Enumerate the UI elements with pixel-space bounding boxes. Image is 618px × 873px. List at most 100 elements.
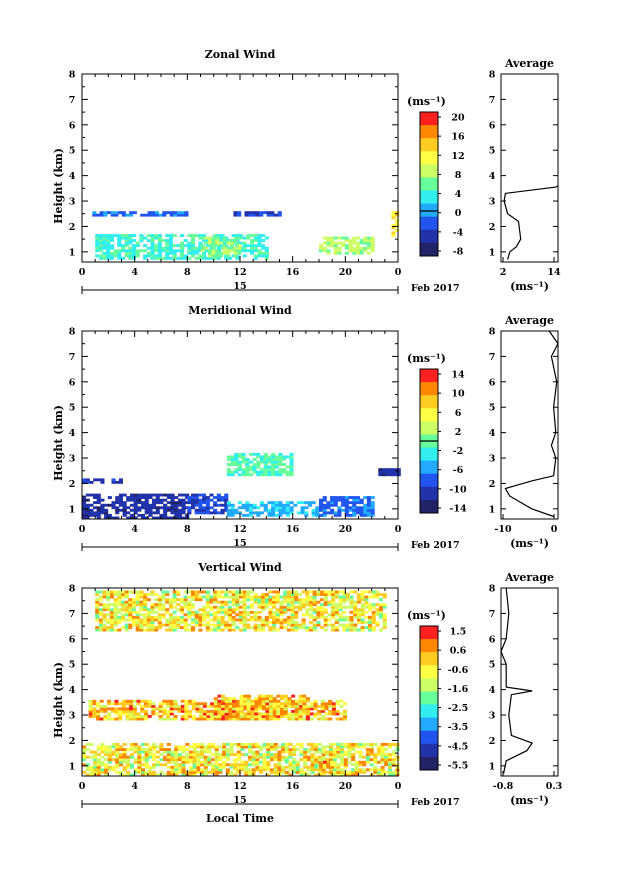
heatmap-cell <box>388 753 393 756</box>
heatmap-cell <box>326 763 331 767</box>
heatmap-cell <box>393 468 398 472</box>
heatmap-cell <box>305 598 310 602</box>
avg-y-tick-label: 3 <box>489 711 496 722</box>
heatmap-cell <box>243 702 248 706</box>
heatmap-cell <box>228 697 233 701</box>
heatmap-cell <box>82 513 87 517</box>
heatmap-cell <box>275 593 280 596</box>
heatmap-cell <box>133 498 138 502</box>
heatmap-cell <box>337 506 342 510</box>
heatmap-cell <box>226 463 231 466</box>
heatmap-cell <box>172 254 177 258</box>
heatmap-cell <box>220 605 225 609</box>
heatmap-cell <box>128 626 133 629</box>
heatmap-cell <box>198 628 203 632</box>
heatmap-cell <box>222 748 227 751</box>
heatmap-cell <box>177 748 182 751</box>
heatmap-cell <box>150 608 155 612</box>
heatmap-cell <box>109 593 114 596</box>
heatmap-cell <box>286 595 291 599</box>
heatmap-cell <box>205 590 210 594</box>
heatmap-cell <box>380 750 385 754</box>
heatmap-cell <box>289 465 294 469</box>
heatmap-cell <box>304 513 309 517</box>
heatmap-cell <box>132 715 137 718</box>
heatmap-cell <box>217 707 222 711</box>
heatmap-cell <box>121 256 126 260</box>
heatmap-cell <box>146 626 151 629</box>
heatmap-cell <box>184 707 189 711</box>
heatmap-cell <box>353 600 358 604</box>
heatmap-cell <box>320 626 325 629</box>
heatmap-cell <box>204 241 209 245</box>
heatmap-cell <box>359 513 364 517</box>
heatmap-cell <box>298 697 303 701</box>
heatmap-cell <box>218 770 223 774</box>
heatmap-cell <box>103 709 108 713</box>
heatmap-cell <box>184 715 189 718</box>
heatmap-cell <box>276 694 281 698</box>
heatmap-cell <box>228 699 233 703</box>
heatmap-cell <box>207 236 212 240</box>
heatmap-cell <box>305 628 310 632</box>
heatmap-cell <box>279 621 284 624</box>
heatmap-cell <box>172 249 177 253</box>
heatmap-cell <box>264 598 269 602</box>
heatmap-cell <box>141 501 146 505</box>
heatmap-cell <box>273 763 278 767</box>
heatmap-cell <box>292 758 297 762</box>
heatmap-cell <box>200 745 205 749</box>
heatmap-cell <box>233 768 238 772</box>
heatmap-cell <box>396 473 401 477</box>
heatmap-cell <box>284 712 289 716</box>
heatmap-cell <box>144 753 149 756</box>
heatmap-cell <box>202 234 207 237</box>
heatmap-cell <box>278 501 283 505</box>
heatmap-cell <box>102 241 107 245</box>
heatmap-cell <box>150 254 155 258</box>
avg-x-tick-label: -10 <box>494 524 512 535</box>
heatmap-cell <box>221 694 226 698</box>
heatmap-cell <box>85 763 90 767</box>
heatmap-cell <box>96 709 101 713</box>
heatmap-cell <box>107 768 112 772</box>
heatmap-cell <box>255 213 260 217</box>
heatmap-cell <box>213 707 218 711</box>
heatmap-cell <box>252 452 257 456</box>
heatmap-cell <box>370 246 375 250</box>
heatmap-cell <box>267 458 272 461</box>
heatmap-cell <box>224 697 229 701</box>
heatmap-cell <box>262 755 267 759</box>
heatmap-cell <box>102 623 107 627</box>
heatmap-cell <box>133 493 138 497</box>
heatmap-cell <box>133 511 138 515</box>
heatmap-cell <box>323 593 328 596</box>
heatmap-cell <box>287 697 292 701</box>
heatmap-cell <box>286 608 291 612</box>
heatmap-cell <box>213 697 218 701</box>
heatmap-cell <box>198 498 203 502</box>
heatmap-cell <box>326 765 331 769</box>
heatmap-cell <box>376 768 381 772</box>
heatmap-cell <box>362 768 367 772</box>
heatmap-cell <box>93 511 98 515</box>
heatmap-cell <box>269 717 274 721</box>
heatmap-cell <box>98 241 103 245</box>
heatmap-cell <box>312 615 317 619</box>
heatmap-cell <box>251 745 256 749</box>
heatmap-cell <box>85 508 90 512</box>
heatmap-cell <box>170 508 175 512</box>
heatmap-cell <box>355 506 360 510</box>
heatmap-cell <box>166 748 171 751</box>
heatmap-cell <box>129 745 134 749</box>
heatmap-cell <box>317 758 322 762</box>
heatmap-cell <box>144 770 149 774</box>
heatmap-cell <box>355 251 360 255</box>
heatmap-cell <box>331 593 336 596</box>
heatmap-cell <box>181 493 186 497</box>
heatmap-cell <box>181 501 186 505</box>
heatmap-cell <box>268 615 273 619</box>
heatmap-cell <box>121 618 126 622</box>
heatmap-cell <box>288 753 293 756</box>
heatmap-cell <box>288 768 293 772</box>
